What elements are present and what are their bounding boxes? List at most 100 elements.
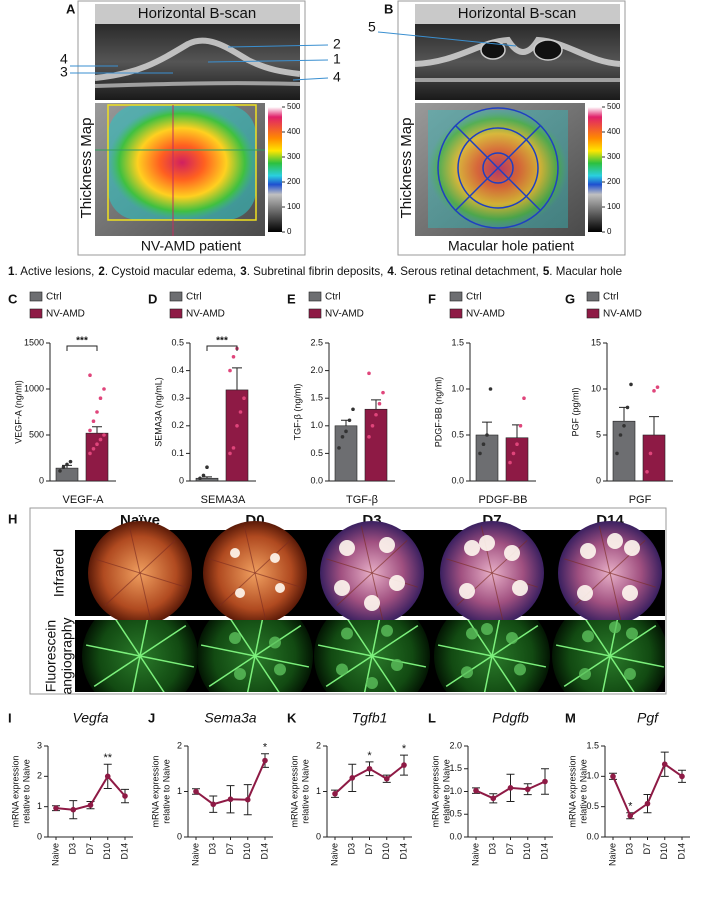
y-tick-label: 2	[177, 740, 182, 750]
x-tick-label: D10	[242, 843, 252, 860]
panel-letter: D	[148, 291, 157, 306]
row-label: angiography	[59, 617, 75, 694]
x-tick-label: D3	[68, 843, 78, 855]
y-axis-label: mRNA expression	[289, 755, 299, 827]
x-tick-label: D14	[676, 843, 686, 860]
point	[70, 806, 77, 813]
vessel	[491, 655, 547, 668]
lesion	[466, 627, 478, 640]
sig-bracket	[66, 345, 98, 351]
point	[122, 793, 128, 799]
y-axis-label: relative to Naive	[578, 759, 588, 824]
y-tick-label: 1.5	[451, 337, 464, 347]
data-point	[88, 428, 92, 433]
fundus-fa	[314, 620, 430, 692]
y-tick-label: 1	[37, 801, 42, 811]
data-point	[228, 451, 232, 456]
vessel	[491, 655, 517, 692]
vessel	[555, 644, 611, 657]
vessel	[445, 558, 493, 574]
callout: 3	[60, 64, 68, 80]
legend-swatch	[586, 308, 600, 319]
data-point	[481, 442, 486, 447]
vessel	[200, 644, 256, 657]
data-point	[615, 451, 619, 456]
y-tick-label: 1.5	[449, 763, 462, 773]
vessel	[139, 572, 152, 620]
legend-label: NV-AMD	[46, 309, 85, 320]
vessel	[254, 620, 264, 657]
y-tick-label: 500	[29, 429, 44, 439]
x-tick-label: D14	[539, 843, 549, 860]
y-tick-label: 0	[316, 831, 321, 841]
y-tick-label: 1.0	[586, 771, 599, 781]
error-bar	[92, 426, 102, 434]
lesion	[379, 537, 395, 553]
chart-title: Tgfb1	[352, 710, 388, 726]
lesion	[230, 548, 240, 558]
colorbar-label: 300	[287, 152, 301, 161]
y-axis-label: relative to Naive	[21, 759, 31, 824]
y-axis-label: PDGF-BB (ng/ml)	[433, 377, 443, 448]
map-ring	[457, 127, 539, 209]
y-tick-label: 0.5	[310, 448, 323, 458]
y-tick-label: 2.0	[310, 365, 323, 375]
lesion	[366, 677, 378, 689]
vessel	[254, 655, 280, 692]
fundus-fa	[82, 620, 198, 692]
vessel	[609, 572, 657, 588]
retina-band	[94, 81, 301, 88]
vessel	[93, 558, 141, 574]
vessel	[371, 572, 384, 620]
vessel	[336, 572, 373, 606]
y-tick-label: 3	[37, 740, 42, 750]
panel-caption: Macular hole patient	[448, 238, 574, 254]
vessel	[609, 655, 665, 668]
colorbar-label: 100	[607, 202, 621, 211]
data-point	[618, 433, 623, 437]
y-tick-label: 1.0	[451, 383, 464, 393]
panel-letter: K	[287, 710, 297, 725]
data-point	[337, 446, 341, 450]
data-point	[205, 465, 209, 470]
y-tick-label: 2	[37, 771, 42, 781]
y-tick-label: 2	[316, 740, 321, 750]
significance: *	[367, 750, 372, 762]
lesion	[504, 545, 520, 561]
x-tick-label: D14	[259, 843, 269, 860]
vessel	[563, 558, 611, 574]
y-tick-label: 1000	[24, 383, 44, 393]
vessel	[601, 655, 611, 692]
lesion	[514, 663, 526, 676]
data-point	[228, 368, 232, 373]
cyst	[533, 39, 563, 61]
callout-line	[227, 44, 329, 48]
x-tick-label: D7	[225, 843, 235, 855]
data-point	[485, 433, 489, 437]
vessel	[139, 620, 149, 657]
lesion	[461, 666, 473, 679]
significance: *	[628, 801, 633, 813]
data-point	[98, 396, 103, 401]
lesion	[389, 575, 405, 591]
x-tick-label: D10	[102, 843, 112, 860]
x-tick-label: Naive	[329, 843, 339, 866]
error-bar	[232, 367, 242, 390]
data-point	[65, 462, 69, 467]
vessel	[254, 572, 302, 588]
bar	[612, 420, 636, 482]
retina-band	[94, 37, 301, 81]
vessel	[317, 644, 373, 657]
y-tick-label: 0.0	[451, 475, 464, 485]
x-tick-label: D14	[119, 843, 129, 860]
row-label: Infrared	[51, 549, 67, 597]
row-label: Fluorescein	[43, 620, 59, 692]
error-bar	[482, 421, 492, 435]
vessel	[437, 644, 493, 657]
data-point	[91, 419, 96, 424]
legend-number: 2	[98, 265, 104, 278]
chart-title: Sema3a	[204, 710, 256, 726]
data-point	[98, 437, 103, 442]
legend-swatch	[308, 291, 322, 302]
point	[679, 773, 685, 780]
